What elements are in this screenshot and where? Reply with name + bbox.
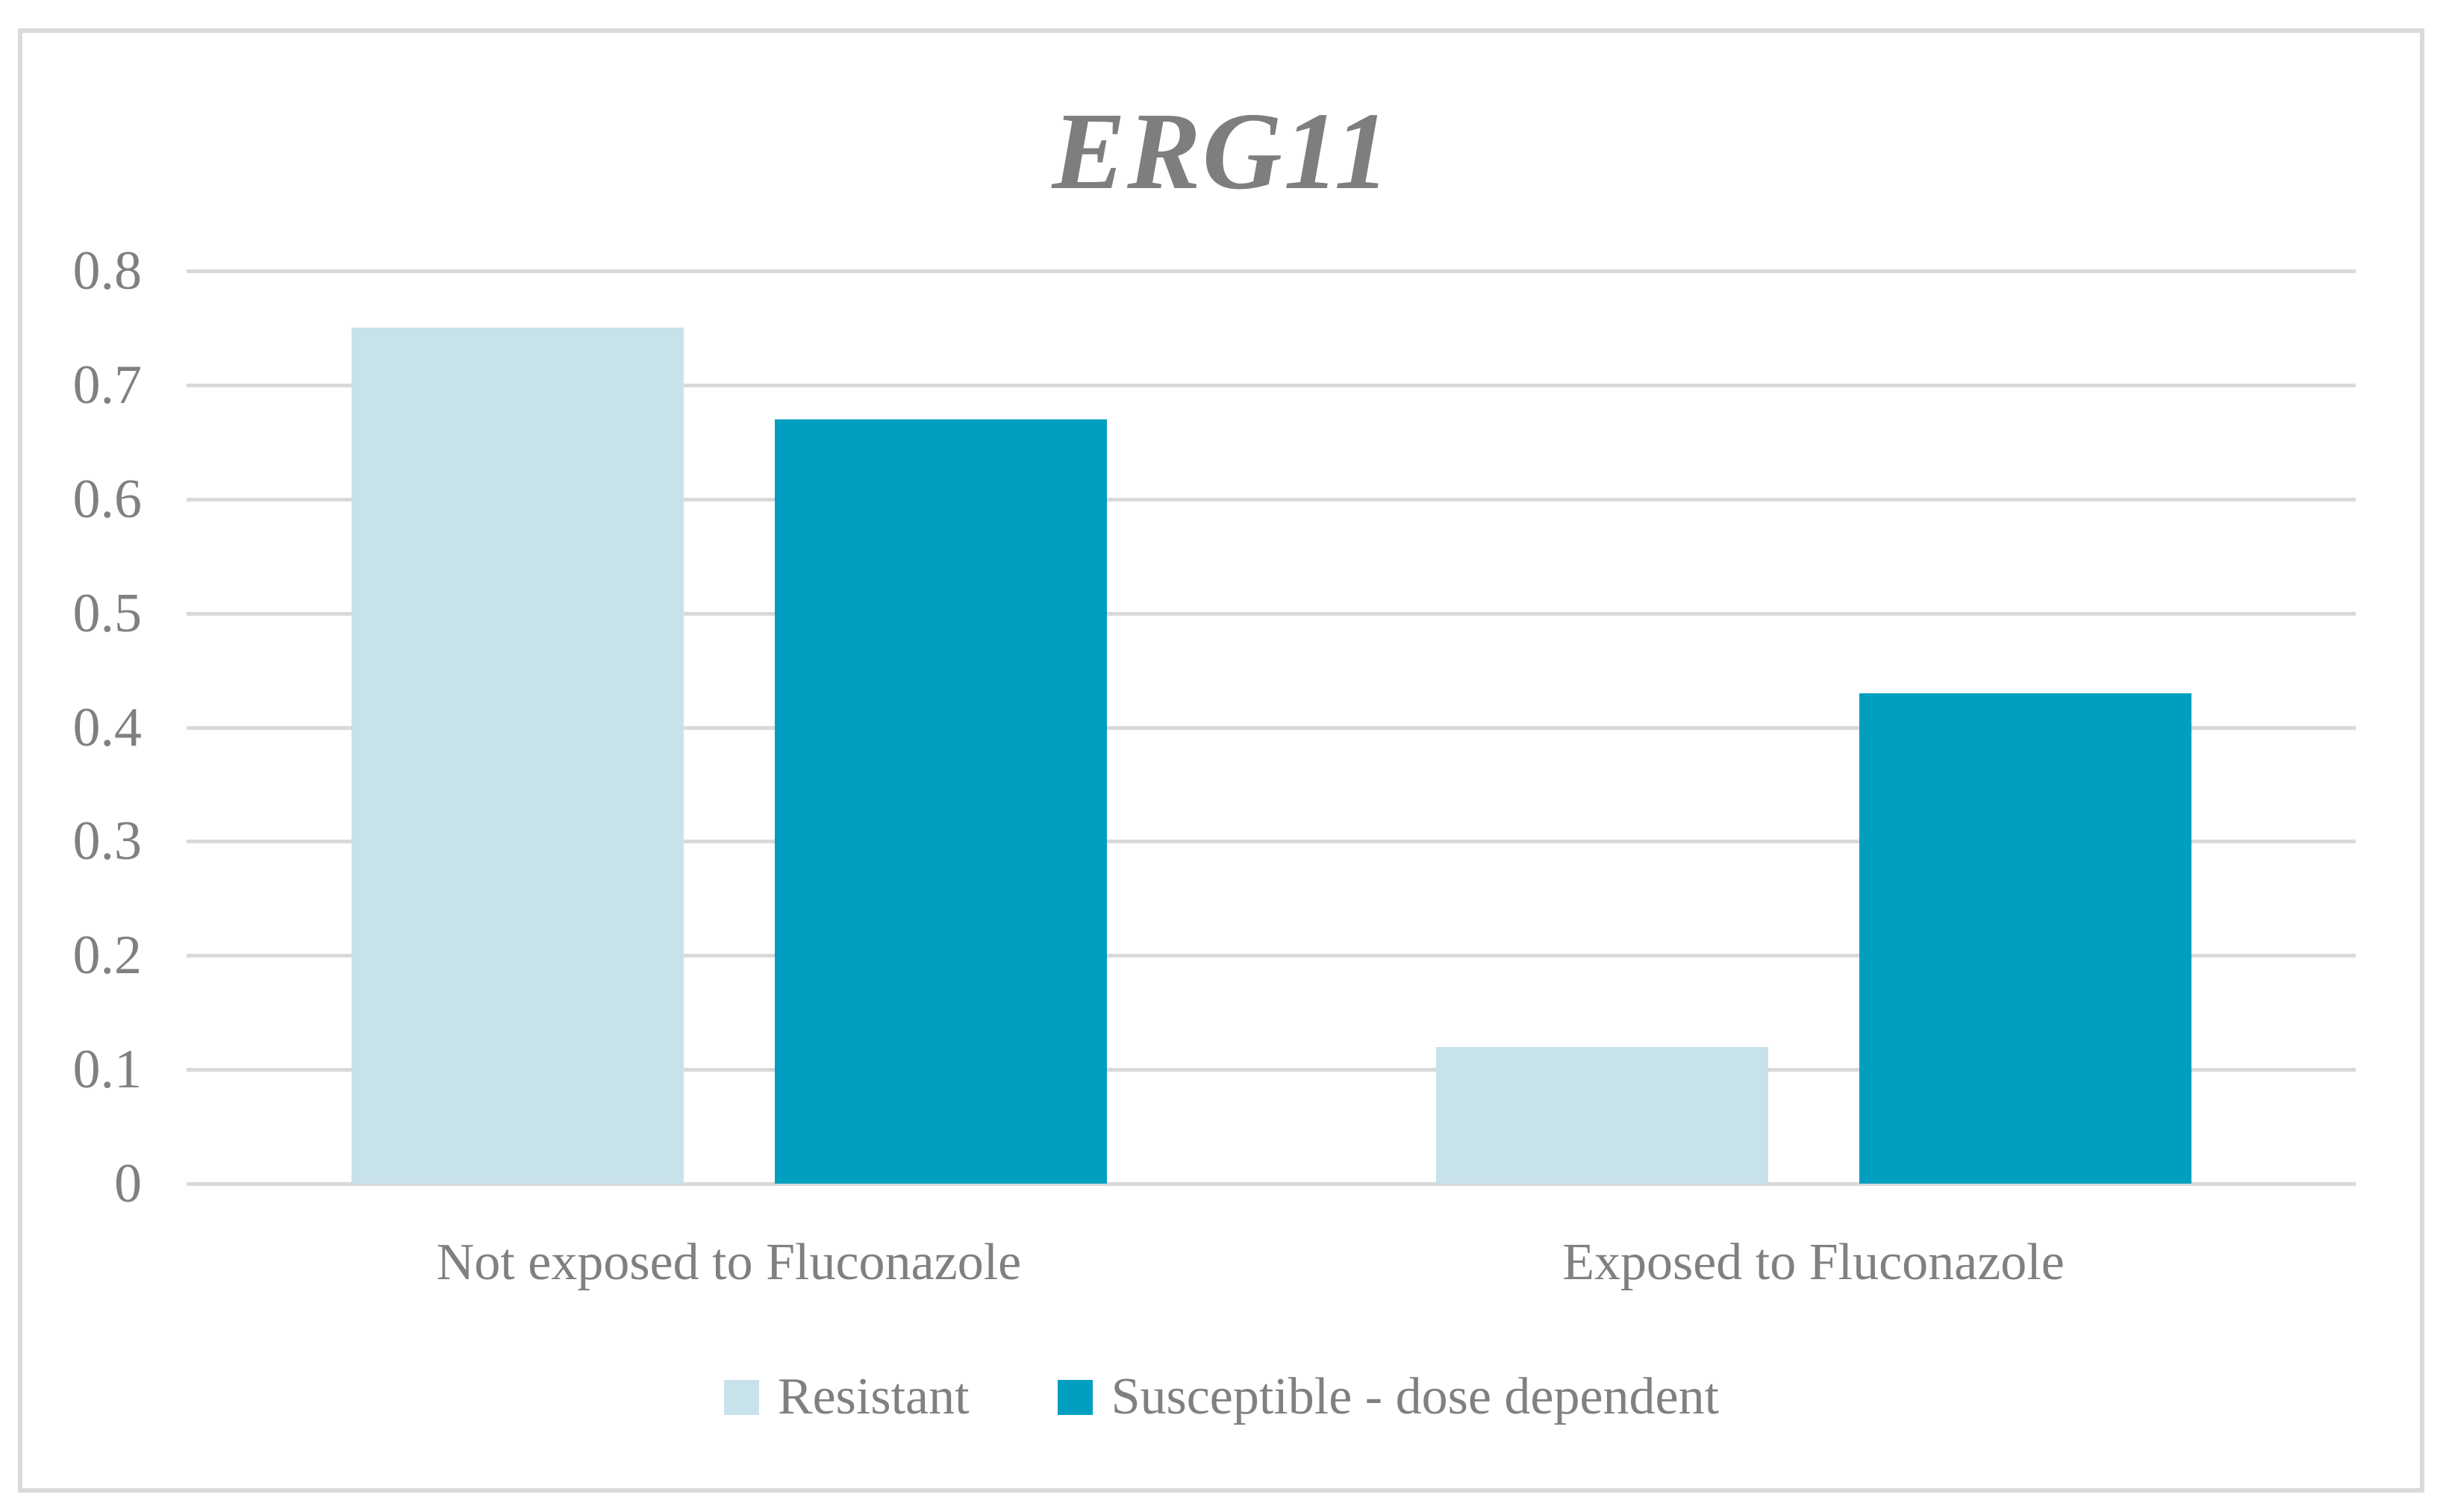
gridline	[187, 269, 2356, 273]
y-axis-tick-label: 0.8	[72, 240, 143, 302]
gridline	[187, 383, 2356, 387]
x-axis-line	[187, 1182, 2356, 1186]
y-axis-tick-label: 0.2	[72, 925, 143, 987]
gridline	[187, 611, 2356, 616]
y-axis-tick-label: 0.6	[72, 468, 143, 530]
legend-item: Resistant	[723, 1367, 970, 1427]
legend-swatch-icon	[1057, 1379, 1093, 1415]
legend-item: Susceptible - dose dependent	[1057, 1367, 1720, 1427]
bar	[1435, 1046, 1768, 1184]
x-axis-category-labels: Not exposed to Fluconazole Exposed to Flu…	[187, 1233, 2356, 1308]
chart-title: ERG11	[1052, 90, 1391, 213]
x-axis-category-label: Not exposed to Fluconazole	[436, 1234, 1022, 1291]
plot-area	[187, 269, 2356, 1186]
gridline	[187, 497, 2356, 502]
y-axis-tick-label: 0	[114, 1153, 142, 1214]
bar	[774, 419, 1107, 1184]
legend-label: Resistant	[777, 1368, 970, 1425]
legend-swatch-icon	[723, 1379, 759, 1415]
y-axis-tick-label: 0.1	[72, 1039, 143, 1101]
y-axis: 0 0.1 0.2 0.3 0.4 0.5 0.6 0.7 0.8	[30, 243, 143, 1211]
gridline	[187, 954, 2356, 958]
y-axis-tick-label: 0.5	[72, 582, 143, 644]
y-axis-tick-label: 0.7	[72, 354, 143, 416]
gridline	[187, 840, 2356, 844]
x-axis-category-label: Exposed to Fluconazole	[1562, 1234, 2065, 1291]
legend: Resistant Susceptible - dose dependent	[0, 1367, 2443, 1427]
legend-label: Susceptible - dose dependent	[1111, 1368, 1720, 1425]
gridline	[187, 1068, 2356, 1072]
bar	[1859, 693, 2191, 1184]
y-axis-tick-label: 0.4	[72, 696, 143, 758]
y-axis-tick-label: 0.3	[72, 810, 143, 872]
bar	[351, 328, 684, 1184]
gridline	[187, 725, 2356, 730]
